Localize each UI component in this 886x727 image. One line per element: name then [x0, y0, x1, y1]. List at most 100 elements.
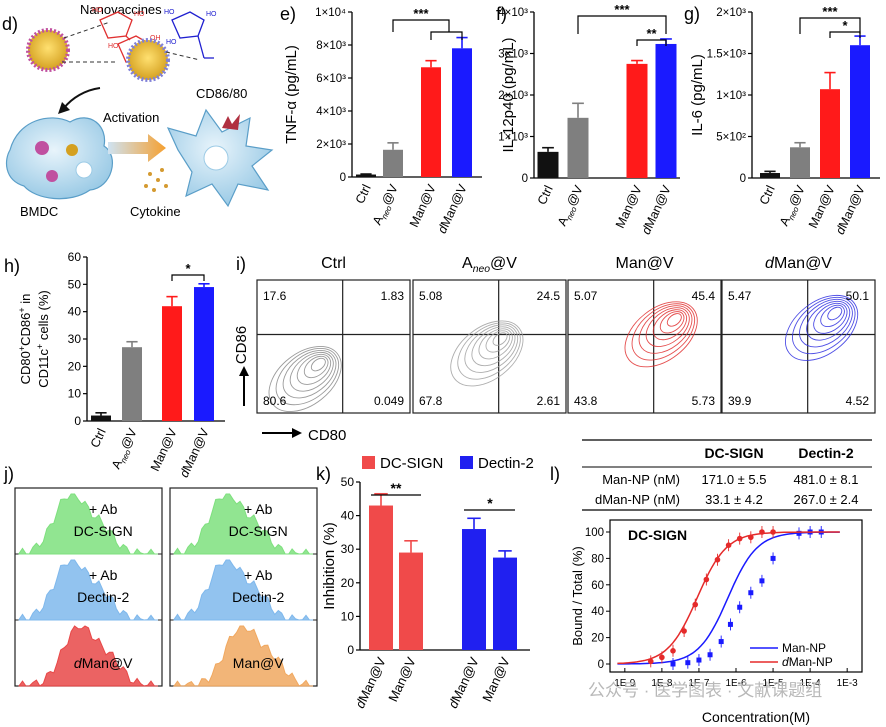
flow-q-lower-right: 0.049 — [374, 394, 404, 408]
g-y-tick-label: 2×10³ — [716, 7, 746, 19]
l-y-axis-label: Bound / Total (%) — [570, 546, 585, 645]
k-bar — [462, 529, 486, 650]
f-y-tick-label: 3×10³ — [498, 49, 528, 61]
panel-e-letter: e) — [280, 4, 296, 24]
flow-sample-title: dMan@V — [765, 255, 832, 272]
chart-i-flow-contours: 17.6 1.83 80.6 0.049 Ctrl 5.08 24.5 67.8 2.61 Ane… — [233, 255, 876, 444]
g-y-tick-label: 1.5×10³ — [707, 49, 746, 61]
nanoparticle-red-icon — [26, 21, 118, 72]
flow-q-lower-right: 5.73 — [692, 394, 716, 408]
h-category-label: dMan@V — [177, 426, 212, 480]
g-y-tick-label: 5×10² — [716, 132, 746, 144]
h-sig-bracket — [171, 274, 205, 281]
svg-text:HO: HO — [206, 11, 217, 18]
f-bar — [567, 117, 589, 178]
flow-q-lower-left: 80.6 — [263, 394, 287, 408]
nanovaccines-label: Nanovaccines — [80, 2, 162, 17]
svg-text:HO: HO — [92, 7, 103, 14]
h-sig-label: * — [185, 261, 191, 276]
l-data-point — [659, 654, 665, 661]
chart-j-histograms: + Ab DC-SIGN + Ab Dectin-2 dMan@V + Ab DC-SIGN… — [14, 487, 318, 687]
flow-plot-frame — [256, 279, 411, 414]
e-y-tick-label: 1×10⁴ — [315, 7, 346, 19]
l-data-point — [707, 652, 713, 658]
l-table-cell: 171.0 ± 5.5 — [702, 472, 767, 487]
i-y-axis-label: CD86 — [233, 326, 250, 364]
flow-contour-line — [799, 298, 853, 348]
e-category-label: dMan@V — [435, 182, 470, 236]
flow-contour-line — [303, 355, 329, 379]
e-bar — [356, 174, 376, 177]
l-y-tick-label: 0 — [598, 659, 604, 671]
l-y-tick-label: 20 — [591, 633, 604, 645]
flow-contour-line — [813, 302, 848, 334]
flow-contour-line — [268, 346, 342, 412]
g-sig-inner-bracket — [829, 31, 861, 38]
e-bar — [421, 67, 441, 177]
l-table-row-label: Man-NP (nM) — [602, 472, 680, 487]
l-data-point — [759, 578, 765, 584]
g-category-label: dMan@V — [833, 183, 868, 237]
histogram-trace — [18, 625, 158, 687]
chart-g-il6: 0 5×10² 1×10³ 1.5×10³ 2×10³ IL-6 (pg/mL) CtrlA… — [689, 4, 880, 237]
g-sig-inner-label: * — [842, 18, 848, 33]
f-sig-outer-bracket — [577, 15, 667, 34]
cytokine-dots-icon — [144, 168, 168, 192]
flow-q-upper-left: 5.08 — [419, 289, 443, 303]
flow-contour-line — [275, 347, 340, 406]
l-data-point — [681, 628, 687, 634]
flow-sample-title: Aneo@V — [462, 255, 517, 275]
l-x-axis-label: Concentration(M) — [702, 709, 810, 725]
panel-g-letter: g) — [684, 4, 700, 24]
f-category-label: Man@V — [613, 183, 645, 231]
f-y-tick-label: 4×10³ — [498, 7, 528, 19]
f-y-tick-label: 1×10³ — [498, 132, 528, 144]
histogram-label-line2: DC-SIGN — [229, 523, 288, 539]
l-data-point — [718, 639, 724, 645]
curved-arrow-icon — [63, 87, 101, 109]
flow-sample-title: Man@V — [615, 255, 673, 272]
h-y-axis-label-line1: CD80+CD86+ in — [17, 294, 33, 385]
flow-plot-frame — [567, 279, 722, 414]
histogram-trace — [173, 493, 313, 555]
g-y-tick-label: 0 — [740, 173, 746, 185]
histogram-label-line1: + Ab — [89, 501, 118, 517]
flow-plot-frame — [412, 279, 567, 414]
flow-contour-line — [652, 309, 688, 341]
f-sig-inner-label: ** — [646, 26, 657, 41]
histogram-label-line1: + Ab — [244, 567, 273, 583]
l-data-point — [692, 601, 699, 608]
l-y-tick-label: 100 — [585, 527, 604, 539]
h-y-tick-label: 20 — [68, 359, 82, 373]
flow-contour-line — [659, 311, 685, 334]
histogram-label-line2: Dectin-2 — [232, 589, 284, 605]
flow-contour-line — [666, 313, 682, 327]
l-data-point — [647, 658, 654, 665]
k-y-tick-label: 10 — [341, 609, 355, 623]
cytokine-label: Cytokine — [130, 204, 181, 219]
h-category-label: Aneo@V — [109, 426, 142, 472]
histogram-trace — [173, 625, 313, 687]
flow-contour-line — [485, 330, 511, 353]
g-sig-outer-bracket — [799, 17, 861, 34]
e-sig-inner-bracket — [430, 31, 463, 40]
k-legend-label-dectin-2: Dectin-2 — [478, 455, 534, 472]
flow-q-lower-left: 39.9 — [728, 394, 752, 408]
l-table-header-dectin-2: Dectin-2 — [798, 445, 853, 461]
k-bar — [369, 505, 393, 650]
panel-d-schematic: d) Nanovaccines HO HO OH HO — [2, 2, 274, 219]
flow-plot-frame — [721, 279, 876, 414]
e-bar — [383, 149, 403, 177]
k-category-label: Man@V — [479, 655, 513, 704]
k-bar — [399, 552, 423, 650]
l-x-tick-label: 1E-4 — [800, 678, 822, 689]
l-data-point — [725, 542, 732, 548]
k-y-tick-label: 20 — [341, 576, 355, 590]
flow-q-upper-right: 45.4 — [692, 289, 716, 303]
curved-arrow-head-icon — [58, 102, 70, 114]
flow-sample-title: Ctrl — [321, 255, 346, 272]
cd86-80-label: CD86/80 — [196, 86, 247, 101]
